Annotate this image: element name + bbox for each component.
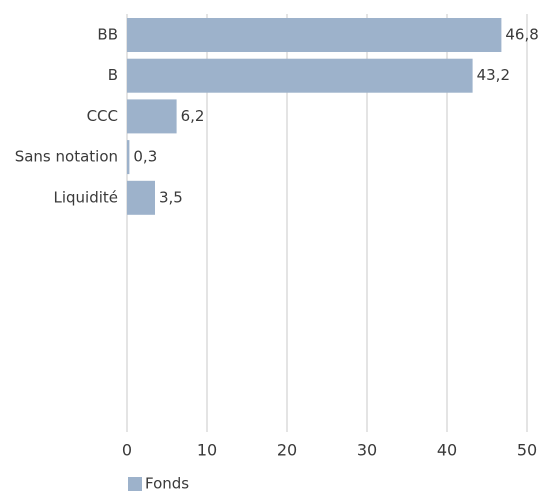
x-tick-label: 0 (122, 441, 132, 460)
bar-ccc (127, 99, 177, 134)
category-label: CCC (87, 107, 118, 125)
legend-swatch (128, 477, 142, 491)
x-tick-label: 30 (357, 441, 377, 460)
bar-sans-notation (127, 140, 130, 175)
x-axis-tick-labels: 0 10 20 30 40 50 (122, 441, 537, 460)
category-label: B (108, 66, 118, 84)
legend: Fonds (128, 475, 189, 493)
data-labels: 46,8 43,2 6,2 0,3 3,5 (133, 26, 538, 207)
x-tick-label: 50 (517, 441, 537, 460)
category-label: Sans notation (15, 148, 118, 166)
bar-liquidit- (127, 180, 155, 215)
data-label: 3,5 (159, 188, 183, 206)
legend-label: Fonds (145, 475, 189, 493)
data-label: 0,3 (133, 148, 157, 166)
data-label: 46,8 (505, 26, 538, 44)
data-label: 6,2 (181, 107, 205, 125)
bar-bb (127, 18, 502, 52)
category-label: BB (97, 26, 118, 44)
category-label: Liquidité (53, 188, 118, 206)
x-tick-label: 20 (277, 441, 297, 460)
bar-b (127, 58, 473, 93)
x-tick-label: 10 (197, 441, 217, 460)
x-tick-label: 40 (437, 441, 457, 460)
bars (127, 18, 502, 215)
data-label: 43,2 (477, 66, 510, 84)
